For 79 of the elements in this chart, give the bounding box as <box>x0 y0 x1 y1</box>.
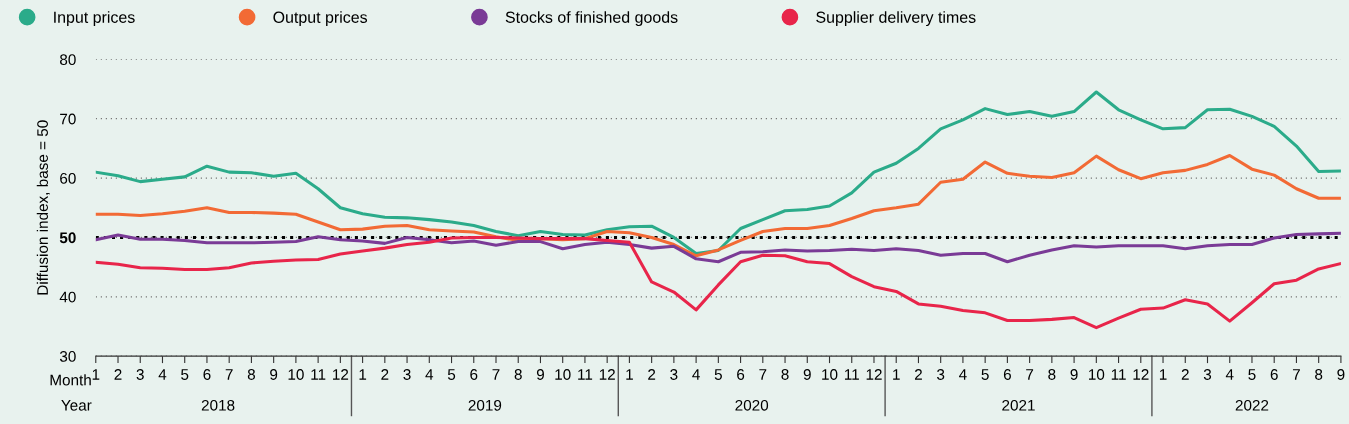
legend-label: Output prices <box>273 11 368 27</box>
x-tick-label: 9 <box>536 369 544 380</box>
text: 2019 <box>468 399 502 411</box>
x-tick-label: 12 <box>333 369 349 380</box>
y-tick-label: 80 <box>60 54 76 66</box>
x-tick-label: 6 <box>203 369 211 380</box>
text: 2021 <box>1002 399 1035 411</box>
y-tick-label: 60 <box>60 172 76 184</box>
x-tick-label: 12 <box>866 369 882 380</box>
legend-label: Stocks of finished goods <box>505 11 678 27</box>
x-tick-label: 9 <box>1337 369 1345 380</box>
x-tick-label: 11 <box>844 369 859 380</box>
legend-label: Input prices <box>54 11 135 27</box>
x-tick-label: 12 <box>1133 369 1149 380</box>
x-tick-label: 2 <box>381 369 389 380</box>
x-tick-label: 9 <box>270 369 278 380</box>
x-tick-label: 8 <box>514 369 522 380</box>
x-tick-label: 4 <box>425 369 434 380</box>
x-tick-label: 7 <box>1292 369 1300 380</box>
legend-label: Supplier delivery times <box>816 11 976 27</box>
x-tick-label: 4 <box>158 369 167 380</box>
x-tick-label: 10 <box>288 369 304 380</box>
line-series <box>95 90 1341 255</box>
x-tick-label: 3 <box>403 369 411 380</box>
x-tick-label: 1 <box>626 369 633 380</box>
x-tick-label: 3 <box>670 369 678 380</box>
y-axis-title: Diffusion index, base = 50 <box>36 120 50 295</box>
x-tick-label: 8 <box>1315 369 1323 380</box>
x-tick-label: 1 <box>1159 369 1167 380</box>
x-tick-label: 7 <box>225 369 233 380</box>
x-tick-label: 2 <box>1181 369 1189 380</box>
x-tick-label: 9 <box>803 369 811 380</box>
y-tick-label: 40 <box>59 291 76 303</box>
line-series <box>95 231 1341 264</box>
line-series <box>95 235 1341 330</box>
x-tick-label: 8 <box>1048 369 1056 380</box>
x-tick-label: 4 <box>692 369 700 380</box>
y-tick-label: 50 <box>59 232 76 244</box>
x-tick-label: 1 <box>92 369 100 380</box>
text: Year <box>61 400 92 411</box>
x-tick-label: 6 <box>1270 369 1278 380</box>
x-tick-label: 4 <box>1225 369 1234 380</box>
x-tick-label: 10 <box>555 369 571 380</box>
x-tick-label: 6 <box>470 369 478 380</box>
x-tick-label: 11 <box>1111 369 1126 380</box>
x-tick-label: 9 <box>1070 369 1078 380</box>
text: 2018 <box>201 399 235 411</box>
x-tick-label: 12 <box>599 369 615 380</box>
x-tick-label: 3 <box>1203 369 1212 380</box>
x-tick-label: 5 <box>447 369 456 380</box>
x-tick-label: 5 <box>181 369 189 380</box>
x-tick-label: 2 <box>914 369 922 380</box>
x-tick-label: 11 <box>578 369 593 380</box>
x-tick-label: 3 <box>937 369 945 380</box>
text: Month <box>50 374 91 386</box>
x-tick-label: 5 <box>981 369 989 380</box>
x-tick-label: 6 <box>737 369 745 380</box>
x-tick-label: 8 <box>247 369 255 380</box>
x-tick-label: 8 <box>781 369 789 380</box>
x-tick-label: 10 <box>1089 369 1105 380</box>
x-tick-label: 6 <box>1003 369 1011 380</box>
x-tick-label: 7 <box>1026 369 1034 380</box>
x-tick-label: 2 <box>648 369 656 380</box>
text: 2020 <box>735 399 769 411</box>
x-tick-label: 1 <box>359 369 367 380</box>
y-tick-label: 70 <box>60 113 76 125</box>
x-tick-label: 7 <box>492 369 500 380</box>
text: 2022 <box>1235 399 1269 411</box>
x-tick-label: 11 <box>311 369 326 380</box>
x-tick-label: 10 <box>822 369 838 380</box>
y-tick-label: 30 <box>59 351 76 362</box>
x-tick-label: 7 <box>759 369 767 380</box>
x-tick-label: 5 <box>714 369 722 380</box>
x-tick-label: 2 <box>114 369 122 380</box>
x-tick-label: 5 <box>1248 369 1256 380</box>
x-tick-label: 1 <box>893 369 900 380</box>
line-series <box>95 153 1341 258</box>
x-tick-label: 3 <box>136 369 144 380</box>
x-tick-label: 4 <box>959 369 967 380</box>
